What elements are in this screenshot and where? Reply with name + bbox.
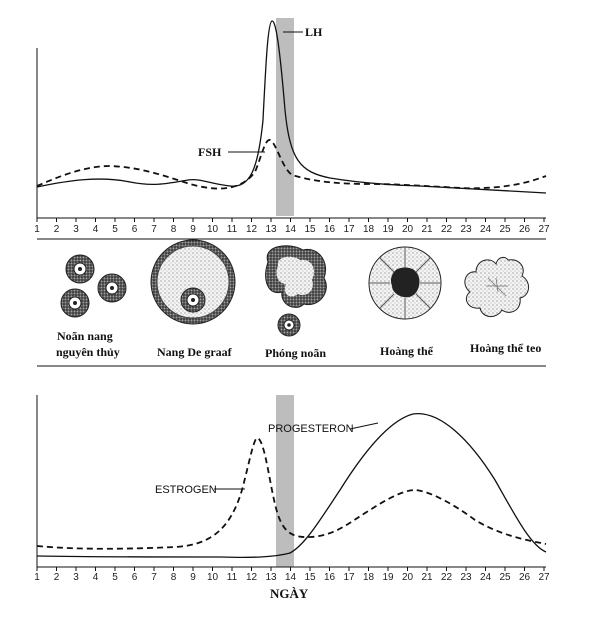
day-label-10: 10 (207, 224, 219, 235)
day-label-5: 5 (112, 224, 118, 235)
day-label-12: 12 (246, 224, 258, 235)
day-label-25: 25 (499, 224, 511, 235)
day-label-23: 23 (460, 572, 472, 583)
label-corpus-albicans: Hoàng thể teo (470, 341, 541, 355)
estrogen-curve (36, 437, 547, 550)
day-label-11: 11 (227, 224, 238, 235)
day-label-18: 18 (363, 224, 375, 235)
day-label-11: 11 (227, 572, 238, 583)
day-label-14: 14 (285, 572, 297, 583)
day-label-26: 26 (519, 572, 531, 583)
day-label-2: 2 (54, 572, 60, 583)
day-label-9: 9 (190, 224, 196, 235)
day-label-8: 8 (171, 572, 177, 583)
fsh-label: FSH (198, 145, 222, 159)
day-label-19: 19 (382, 224, 394, 235)
day-label-21: 21 (421, 224, 433, 235)
lh-label: LH (305, 25, 323, 39)
day-label-13: 13 (265, 572, 277, 583)
corpus-luteum-illustration (368, 246, 442, 320)
day-label-19: 19 (382, 572, 394, 583)
day-label-18: 18 (363, 572, 375, 583)
day-label-27: 27 (538, 572, 550, 583)
day-label-21: 21 (421, 572, 433, 583)
label-ovulation: Phóng noãn (265, 346, 326, 360)
day-label-15: 15 (304, 572, 316, 583)
day-label-25: 25 (499, 572, 511, 583)
day-label-15: 15 (304, 224, 316, 235)
day-label-7: 7 (151, 572, 157, 583)
day-label-7: 7 (151, 224, 157, 235)
day-label-24: 24 (480, 572, 492, 583)
day-label-16: 16 (324, 572, 336, 583)
day-label-8: 8 (171, 224, 177, 235)
day-label-3: 3 (73, 572, 79, 583)
bottom-day-labels: 1 2 3 4 5 6 7 8 9 10 11 12 13 14 15 16 17 18 19 20 21 22 23 24 2… (34, 572, 550, 583)
day-label-6: 6 (132, 224, 138, 235)
progesterone-curve (36, 413, 547, 559)
day-label-27: 27 (538, 224, 550, 235)
day-label-2: 2 (54, 224, 60, 235)
day-label-23: 23 (460, 224, 472, 235)
progesterone-leader (349, 422, 379, 430)
ovulation-band-lower (276, 395, 294, 567)
graafian-follicle-illustration (150, 239, 236, 325)
bottom-day-ticks (36, 567, 545, 571)
fsh-curve (36, 139, 547, 190)
day-label-24: 24 (480, 224, 492, 235)
day-label-3: 3 (73, 224, 79, 235)
day-label-4: 4 (93, 572, 99, 583)
day-label-20: 20 (402, 224, 414, 235)
label-primordial-line2: nguyên thủy (56, 345, 120, 359)
day-label-5: 5 (112, 572, 118, 583)
day-label-17: 17 (343, 572, 355, 583)
day-label-14: 14 (285, 224, 297, 235)
ovulation-illustration (265, 245, 327, 337)
day-label-1: 1 (34, 572, 40, 583)
corpus-albicans-illustration (464, 256, 529, 317)
day-label-6: 6 (132, 572, 138, 583)
day-label-17: 17 (343, 224, 355, 235)
top-day-ticks (36, 218, 545, 222)
label-progesterone: PROGESTERON (268, 423, 354, 435)
day-label-9: 9 (190, 572, 196, 583)
label-primordial-line1: Noãn nang (57, 329, 113, 343)
label-graafian: Nang De graaf (157, 345, 233, 359)
day-label-16: 16 (324, 224, 336, 235)
day-label-22: 22 (441, 572, 453, 583)
day-label-4: 4 (93, 224, 99, 235)
day-label-1: 1 (34, 224, 40, 235)
day-label-13: 13 (265, 224, 277, 235)
primordial-follicles-illustration (60, 254, 127, 318)
day-label-20: 20 (402, 572, 414, 583)
day-label-22: 22 (441, 224, 453, 235)
top-day-labels: 1 2 3 4 5 6 7 8 9 10 11 12 13 14 15 16 17 18 19 20 21 22 23 24 2… (34, 224, 550, 235)
day-label-12: 12 (246, 572, 258, 583)
day-label-26: 26 (519, 224, 531, 235)
day-label-10: 10 (207, 572, 219, 583)
label-corpus-luteum: Hoàng thể (380, 344, 434, 358)
x-axis-title: NGÀY (270, 586, 309, 601)
label-estrogen: ESTROGEN (155, 484, 217, 496)
